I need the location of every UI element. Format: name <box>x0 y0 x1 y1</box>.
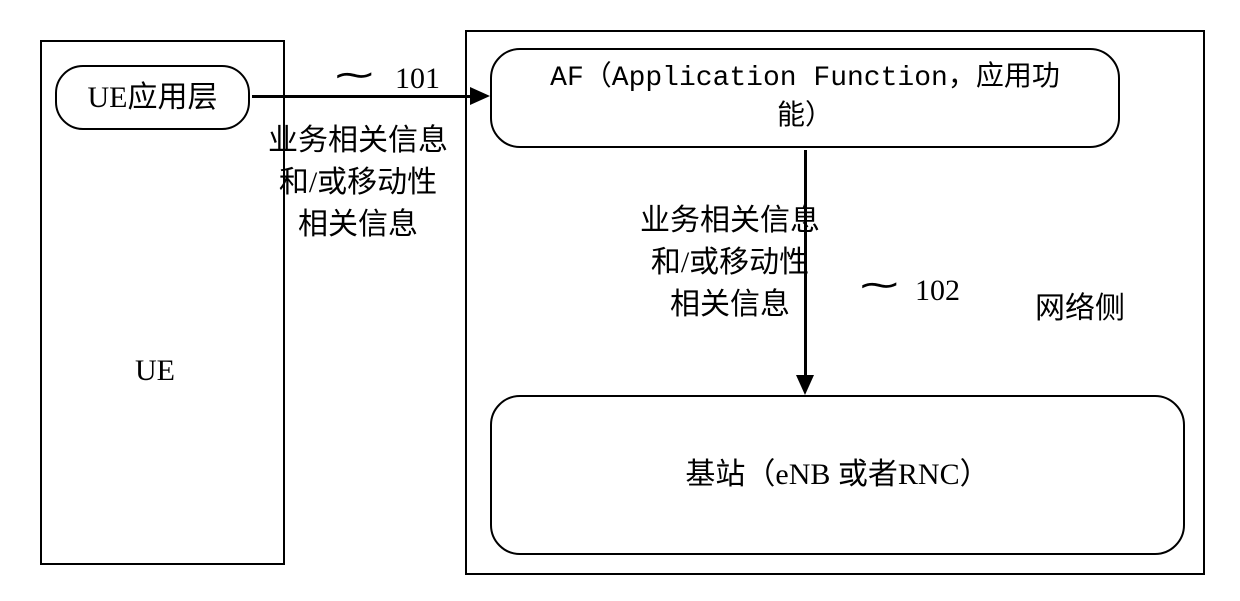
base-station-text: 基站（eNB 或者RNC） <box>685 454 989 496</box>
edge-101-ref: 101 <box>395 58 440 100</box>
edge-102-head <box>796 375 814 395</box>
ue-label: UE <box>135 350 175 392</box>
ue-app-layer-node: UE应用层 <box>55 65 250 130</box>
edge-102-tilde: ∼ <box>856 265 902 305</box>
network-side-label: 网络侧 <box>1035 288 1125 330</box>
base-station-node: 基站（eNB 或者RNC） <box>490 395 1185 555</box>
edge-101-tilde: ∼ <box>331 55 377 95</box>
af-text: AF（Application Function，应用功 能） <box>550 59 1060 137</box>
edge-101-label: 业务相关信息 和/或移动性 相关信息 <box>268 120 448 246</box>
edge-102-ref: 102 <box>915 270 960 312</box>
edge-102-label: 业务相关信息 和/或移动性 相关信息 <box>640 200 820 326</box>
edge-101-head <box>470 87 490 105</box>
af-node: AF（Application Function，应用功 能） <box>490 48 1120 148</box>
ue-app-layer-text: UE应用层 <box>88 77 218 119</box>
